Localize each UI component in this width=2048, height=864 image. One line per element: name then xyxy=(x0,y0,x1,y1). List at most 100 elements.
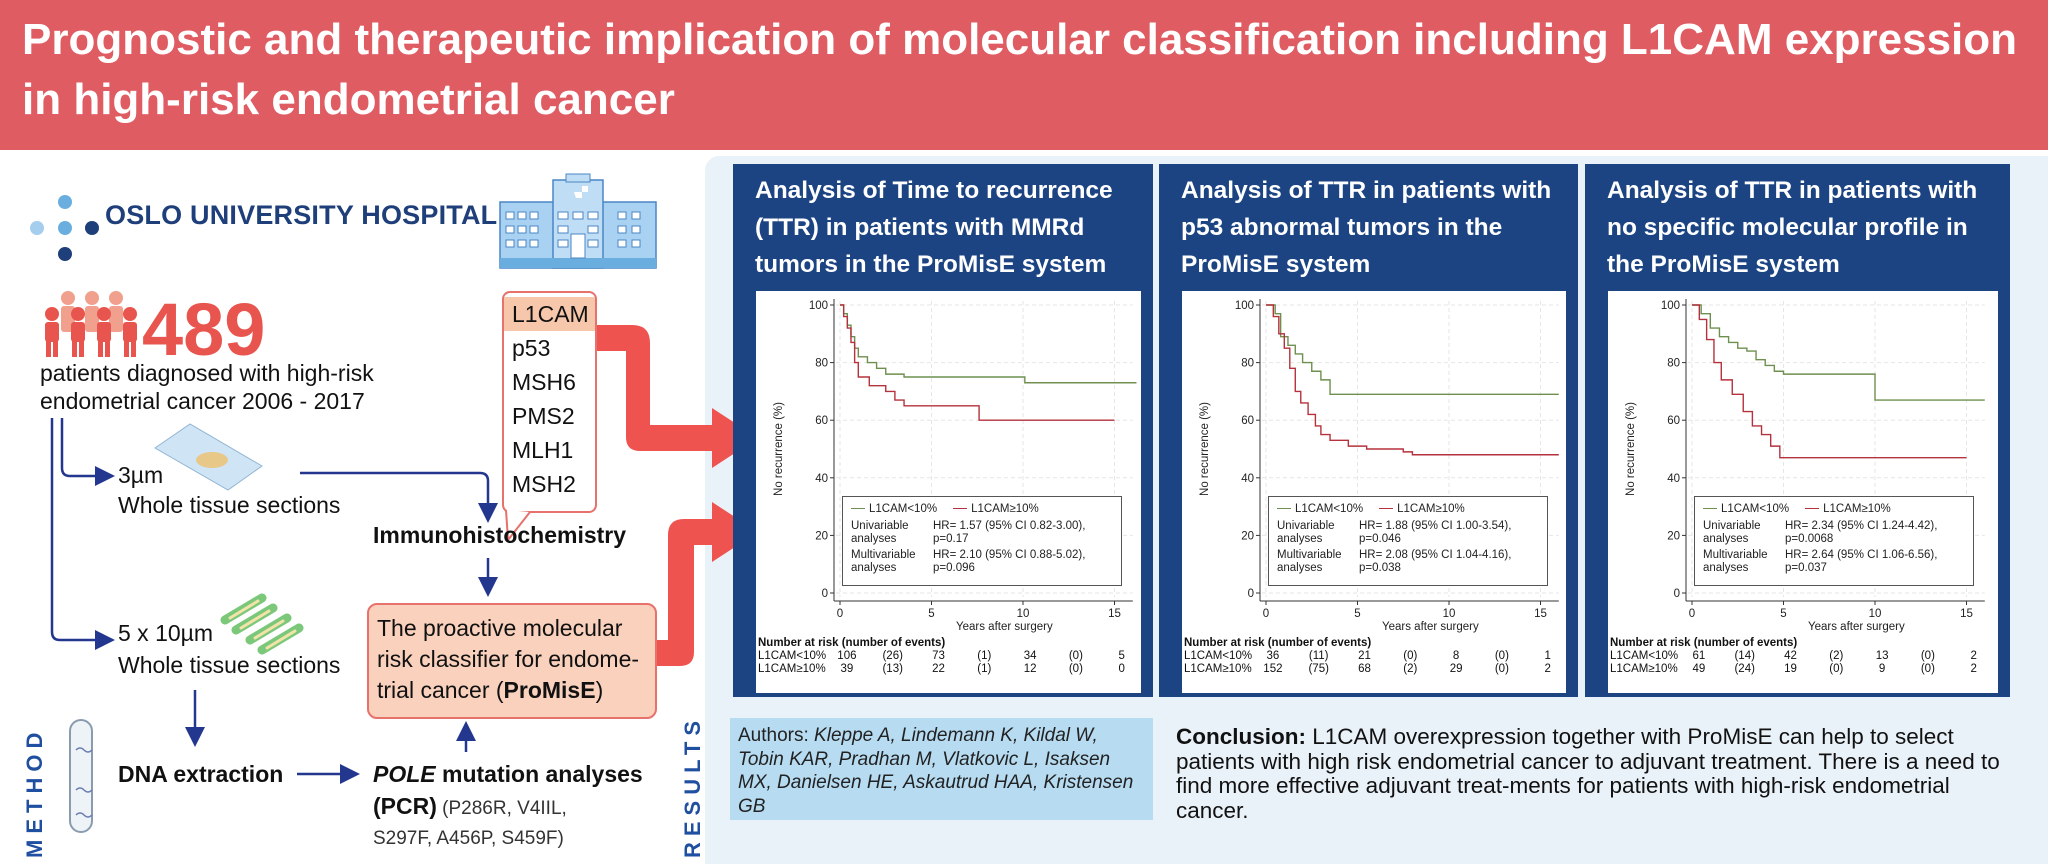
y-axis-label: No recurrence (%) xyxy=(1199,402,1211,496)
km-curve-high xyxy=(1266,304,1559,456)
univariable-stats: Univariable analyses HR= 1.88 (95% CI 1.0… xyxy=(1277,520,1512,545)
legend-item: L1CAM≥10% xyxy=(1379,503,1465,515)
marker-pms2: PMS2 xyxy=(512,403,575,429)
chart-legend: L1CAM<10% L1CAM≥10% Univariable analyses H… xyxy=(842,496,1122,586)
pcr-description: (PCR) (P286R, V4IIL, S297F, A456P, S459F… xyxy=(373,791,628,854)
dna-extraction-label: DNA extraction xyxy=(118,761,284,787)
km-curve-low xyxy=(1692,304,1985,401)
y-tick-label: 60 xyxy=(815,415,828,427)
section-10um-description: Whole tissue sections xyxy=(118,652,341,678)
conclusion-text: L1CAM overexpression together with ProMi… xyxy=(1176,724,2000,823)
page-title: Prognostic and therapeutic implication o… xyxy=(22,15,2018,124)
x-tick-label: 10 xyxy=(1869,608,1882,620)
pcr-mutations: (P286R, V4IIL, S297F, A456P, S459F) xyxy=(373,798,567,849)
promise-acronym: ProMisE xyxy=(503,677,596,703)
multivariable-stats: Multivariable analyses HR= 2.64 (95% CI 1… xyxy=(1703,549,1938,574)
y-tick-label: 100 xyxy=(809,300,828,312)
y-tick-label: 20 xyxy=(1241,530,1254,542)
pole-analysis-label: POLE mutation analyses xyxy=(373,759,673,789)
y-tick-label: 40 xyxy=(1241,473,1254,485)
promise-box: The proactive molecular risk classifier … xyxy=(367,603,657,719)
patients-group-icon xyxy=(45,291,137,357)
section-3um-description: Whole tissue sections xyxy=(118,492,341,518)
chart-panel-mmrd: Analysis of Time to recurrence (TTR) in … xyxy=(733,164,1153,697)
risk-table-title: Number at risk (number of events) xyxy=(1184,637,1372,649)
y-axis-label: No recurrence (%) xyxy=(1625,402,1637,496)
y-tick-label: 60 xyxy=(1241,415,1254,427)
oslo-hospital-logo-icon xyxy=(30,195,99,261)
x-axis-label: Years after surgery xyxy=(1382,621,1479,633)
ihc-markers-box: L1CAM p53 MSH6 PMS2 MLH1 MSH2 xyxy=(502,291,597,513)
y-tick-label: 100 xyxy=(1661,300,1680,312)
pcr-label: (PCR) xyxy=(373,793,437,819)
y-tick-label: 80 xyxy=(1667,358,1680,370)
patient-description-line2: endometrial cancer 2006 - 2017 xyxy=(40,388,365,414)
x-tick-label: 5 xyxy=(1780,608,1786,620)
risk-row: L1CAM<10% 36 (11) 21 (0) 8 (0) 1 xyxy=(1184,650,1551,662)
patient-count: 489 xyxy=(142,288,266,371)
km-chart: 0 5 10 15 0 20 40 60 80 100 No recurrence (%) L1CA… xyxy=(1182,291,1566,693)
univariable-stats: Univariable analyses HR= 1.57 (95% CI 0.8… xyxy=(851,520,1086,545)
x-axis-label: Years after surgery xyxy=(956,621,1053,633)
y-tick-label: 0 xyxy=(1248,588,1254,600)
km-plot: 0 5 10 15 0 20 40 60 80 100 No recurrence (%) xyxy=(1625,299,1985,620)
x-tick-label: 10 xyxy=(1443,608,1456,620)
authors-names: Kleppe A, Lindemann K, Kildal W, Tobin K… xyxy=(738,725,1134,817)
chart-legend: L1CAM<10% L1CAM≥10% Univariable analyses H… xyxy=(1268,496,1548,586)
chart-title: Analysis of Time to recurrence (TTR) in … xyxy=(755,177,1113,278)
chart-title: Analysis of TTR in patients with no spec… xyxy=(1607,177,1978,278)
y-tick-label: 40 xyxy=(815,473,828,485)
x-axis-label: Years after surgery xyxy=(1808,621,1905,633)
promise-text: The proactive molecular risk classifier … xyxy=(377,615,640,703)
km-chart: 0 5 10 15 0 20 40 60 80 100 No recurrence (%) L1CA… xyxy=(1608,291,1998,693)
risk-table: Number at risk (number of events) L1CAM<… xyxy=(758,637,1145,676)
authors-box: Authors: Kleppe A, Lindemann K, Kildal W… xyxy=(730,718,1153,820)
tissue-slide-icon xyxy=(154,423,263,491)
km-curve-high xyxy=(1692,304,1967,459)
red-arrow-promise xyxy=(657,502,758,666)
km-plot: 0 5 10 15 0 20 40 60 80 100 No recurrence (%) xyxy=(1199,299,1559,620)
chart-panel-p53: Analysis of TTR in patients with p53 abn… xyxy=(1159,164,1578,697)
hospital-name: OSLO UNIVERSITY HOSPITAL xyxy=(105,200,498,230)
x-tick-label: 0 xyxy=(1689,608,1695,620)
chart-legend: L1CAM<10% L1CAM≥10% Univariable analyses H… xyxy=(1694,496,1974,586)
km-curve-high xyxy=(840,304,1115,421)
test-tube-icon xyxy=(69,719,93,833)
section-3um: 3µm xyxy=(118,462,164,488)
patient-description-line1: patients diagnosed with high-risk xyxy=(40,360,374,386)
y-tick-label: 60 xyxy=(1667,415,1680,427)
multivariable-stats: Multivariable analyses HR= 2.10 (95% CI 0… xyxy=(851,549,1086,574)
x-tick-label: 0 xyxy=(837,608,843,620)
risk-row: L1CAM≥10% 49 (24) 19 (0) 9 (0) 2 xyxy=(1610,663,1977,675)
marker-l1cam: L1CAM xyxy=(504,297,595,331)
x-tick-label: 5 xyxy=(1354,608,1360,620)
conclusion-label: Conclusion: xyxy=(1176,724,1306,749)
pole-gene: POLE xyxy=(373,761,436,787)
y-tick-label: 100 xyxy=(1235,300,1254,312)
risk-table-title: Number at risk (number of events) xyxy=(758,637,946,649)
x-tick-label: 15 xyxy=(1534,608,1547,620)
univariable-stats: Univariable analyses HR= 2.34 (95% CI 1.2… xyxy=(1703,520,1938,545)
results-label: RESULTS xyxy=(680,714,705,858)
risk-table: Number at risk (number of events) L1CAM<… xyxy=(1184,637,1571,676)
x-tick-label: 5 xyxy=(928,608,934,620)
y-tick-label: 40 xyxy=(1667,473,1680,485)
y-tick-label: 80 xyxy=(1241,358,1254,370)
risk-row: L1CAM≥10% 152 (75) 68 (2) 29 (0) 2 xyxy=(1184,663,1551,675)
y-tick-label: 0 xyxy=(822,588,828,600)
multivariable-stats: Multivariable analyses HR= 2.08 (95% CI 1… xyxy=(1277,549,1512,574)
legend-item: L1CAM≥10% xyxy=(953,503,1039,515)
pole-rest: mutation analyses xyxy=(435,761,643,787)
y-tick-label: 20 xyxy=(1667,530,1680,542)
chart-panel-nsmp: Analysis of TTR in patients with no spec… xyxy=(1585,164,2010,697)
risk-row: L1CAM<10% 61 (14) 42 (2) 13 (0) 2 xyxy=(1610,650,1977,662)
x-tick-label: 15 xyxy=(1108,608,1121,620)
tissue-rolls-icon xyxy=(220,593,304,655)
callout-pointer xyxy=(505,510,531,543)
y-tick-label: 80 xyxy=(815,358,828,370)
y-tick-label: 0 xyxy=(1674,588,1680,600)
ihc-label: Immunohistochemistry xyxy=(373,522,627,548)
legend-item: L1CAM<10% xyxy=(1277,503,1363,515)
km-plot: 0 5 10 15 0 20 40 60 80 100 No recurrence (%) xyxy=(773,299,1137,620)
marker-mlh1: MLH1 xyxy=(512,437,574,463)
